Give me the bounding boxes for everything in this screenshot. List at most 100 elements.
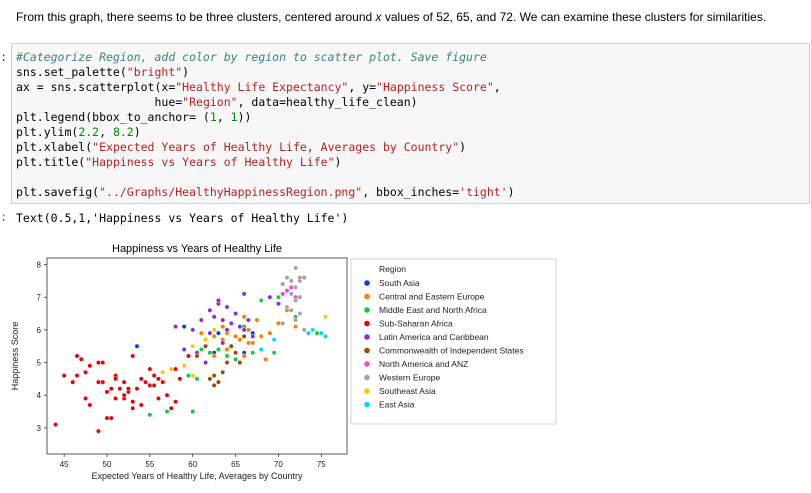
scatter-point (211, 373, 217, 378)
chart-title: Happiness vs Years of Healthy Life (112, 243, 282, 255)
code-token: 1 (209, 110, 217, 124)
code-cell-input[interactable] (11, 43, 810, 204)
x-axis-label: Expected Years of Healthy Life, Averages… (92, 471, 303, 481)
code-token: )) (237, 110, 252, 124)
y-tick-label: 4 (37, 391, 42, 400)
code-token: 'tight' (459, 185, 508, 199)
scatter-point (224, 304, 230, 310)
code-token: "Healthy Life Expectancy" (175, 80, 349, 94)
scatter-point (297, 275, 303, 280)
scatter-point (151, 373, 157, 378)
legend-label: Western Europe (379, 373, 441, 383)
scatter-point (130, 353, 136, 359)
scatter-point (70, 379, 76, 385)
legend-marker (364, 361, 370, 367)
code-token: , bbox_inches= (362, 185, 460, 199)
y-tick-label: 6 (37, 326, 42, 335)
scatter-point (276, 320, 281, 326)
scatter-point (96, 379, 101, 385)
scatter-point (288, 291, 294, 297)
code-token: "../Graphs/HealthyHappinessRegion.png" (99, 185, 363, 199)
scatter-point (241, 333, 247, 339)
legend-label: Central and Eastern Europe (379, 292, 485, 302)
scatter-point (100, 379, 106, 385)
code-line: ax = sns.scatterplot(x="Healthy Life Exp… (16, 80, 501, 94)
scatter-point (151, 382, 157, 388)
code-token: ) (507, 185, 515, 199)
scatter-point (297, 311, 303, 316)
scatter-point (263, 356, 268, 362)
scatter-point (224, 360, 230, 365)
scatter-point (83, 369, 88, 375)
code-token: plt.ylim( (16, 125, 79, 139)
scatter-point (211, 327, 217, 333)
scatter-point (224, 327, 230, 333)
scatter-point (190, 409, 196, 414)
scatter-point (220, 340, 226, 346)
scatter-point (224, 347, 230, 352)
scatter-point (216, 347, 221, 352)
scatter-point (228, 343, 234, 349)
scatter-point (117, 386, 123, 392)
scatter-point (237, 337, 243, 343)
scatter-point (323, 333, 328, 339)
scatter-point (211, 353, 217, 359)
legend-box (350, 258, 557, 425)
code-token: , (99, 125, 113, 139)
code-token: #Categorize Region, add color by region … (16, 50, 487, 64)
scatter-point (126, 386, 131, 392)
scatter-point (250, 340, 256, 346)
y-tick-label: 7 (37, 293, 42, 302)
scatter-point (190, 373, 196, 378)
scatter-point (280, 291, 286, 297)
scatter-point (147, 366, 153, 372)
scatter-point (147, 382, 153, 388)
code-token: ax = sns.scatterplot(x= (16, 80, 176, 94)
legend-marker (364, 307, 370, 313)
scatter-point (156, 376, 161, 382)
scatter-point (241, 327, 247, 333)
code-token: ) (133, 125, 141, 139)
legend-marker (364, 347, 370, 354)
legend-label: East Asia (379, 400, 415, 410)
code-token: "Expected Years of Healthy Life, Average… (92, 140, 460, 154)
code-line: hue="Region", data=healthy_life_clean) (16, 95, 417, 109)
legend-label: Sub-Saharan Africa (379, 319, 453, 329)
legend-label: Commonwealth of Independent States (379, 346, 524, 356)
scatter-point (87, 402, 93, 408)
scatter-point (258, 333, 264, 339)
output-text: Text(0.5,1,'Happiness vs Years of Health… (16, 211, 349, 225)
scatter-point (293, 298, 298, 303)
scatter-point (164, 409, 170, 414)
scatter-point (96, 360, 101, 365)
scatter-point (74, 353, 80, 359)
scatter-point (147, 412, 153, 418)
scatter-point (310, 327, 316, 333)
code-token: "Happiness Score" (376, 80, 494, 94)
code-token: plt.xlabel( (16, 140, 93, 154)
x-tick-label: 65 (231, 460, 240, 469)
code-token: 8.2 (112, 125, 134, 139)
scatter-point (207, 330, 213, 336)
code-editor[interactable]: #Categorize Region, add color by region … (16, 50, 515, 200)
scatter-point (276, 301, 281, 307)
y-tick-label: 3 (37, 424, 42, 433)
scatter-point (198, 330, 204, 336)
scatter-point (203, 337, 208, 343)
scatter-point (190, 343, 196, 349)
scatter-point (173, 324, 178, 329)
legend-marker (364, 293, 370, 300)
scatter-point (156, 396, 161, 401)
scatter-point (254, 317, 260, 323)
scatter-point (203, 343, 208, 349)
code-line: sns.set_palette("bright") (16, 65, 189, 79)
x-tick-label: 60 (188, 460, 197, 469)
legend-marker (364, 374, 370, 381)
scatter-point (241, 353, 247, 359)
scatter-point (74, 373, 80, 378)
scatter-point (121, 392, 127, 398)
scatter-point (280, 320, 286, 326)
scatter-point (220, 369, 226, 375)
scatter-point (61, 373, 67, 378)
